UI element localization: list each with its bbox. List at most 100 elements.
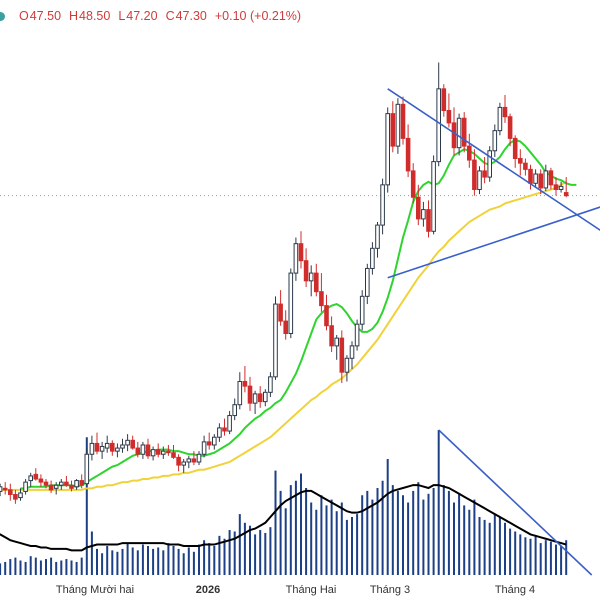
volume-bar [254,534,257,575]
candle-body [446,110,452,124]
candle-body [365,267,370,297]
candle-body [84,453,90,485]
volume-bar [366,490,369,575]
candle-body [329,325,334,347]
candle-body [145,444,151,457]
candle-body [69,484,74,489]
volume-bar [24,561,27,575]
candle-body [125,439,130,446]
volume-bar [141,544,144,575]
x-tick-label: 2026 [196,584,220,596]
volume-bar [177,548,180,575]
candle-body [155,449,161,455]
volume-bar [29,556,32,575]
candle-body [33,473,39,480]
volume-bar [417,482,420,575]
volume-bar [493,514,496,575]
trendline-upper [387,88,600,231]
volume-bar [447,490,450,575]
candle-body [538,173,544,189]
volume-bar [55,561,58,575]
close-label: C [165,9,175,23]
candle-body [528,168,533,184]
volume-bar [9,559,12,575]
candle-body [451,122,457,149]
candle-body [120,444,125,449]
candle-body [273,303,278,378]
volume-bar [14,557,17,575]
volume-bar [396,490,399,575]
volume-bar [208,543,211,575]
volume-bar [560,546,563,575]
candle-body [201,441,207,455]
candle-body [237,380,243,406]
volume-ma-line [0,484,567,552]
volume-bar [80,557,83,575]
candle-body [268,376,273,393]
volume-bar [136,550,139,575]
volume-bar [325,505,328,575]
candle-body [512,137,518,160]
candle-body [375,224,380,249]
volume-bar [356,514,359,575]
candle-body [507,116,513,139]
candle-body [467,145,472,161]
volume-bar [279,490,282,575]
candle-body [79,480,85,486]
volume-bar [167,543,170,575]
candle-body [472,159,477,190]
x-tick-label: Tháng Mười hai [56,584,134,596]
candle-body [94,442,100,452]
low-value: 47.20 [126,9,158,23]
volume-bar [106,546,109,575]
volume-bar [249,525,251,575]
volume-bar [45,559,47,575]
trendline-lower [387,206,600,279]
volume-bar [315,509,318,575]
candle-body [171,452,176,458]
volume-bar [192,551,195,575]
candle-body [135,447,141,455]
x-tick-label: Tháng Hai [286,584,337,596]
volume-bar [371,499,374,575]
candle-body [548,170,554,186]
candle-body [110,442,115,452]
candle-body [497,106,503,132]
candle-body [53,484,59,489]
candle-body [288,272,294,334]
candle-body [380,184,385,226]
candle-body [222,427,227,432]
volume-bar [223,538,226,575]
candle-body [99,446,105,452]
volume-bar [340,502,343,575]
candle-body [349,345,355,359]
candle-body [359,295,365,325]
candle-body [563,192,569,197]
volume-bar [488,522,491,575]
volume-bar [524,537,527,575]
volume-bar [187,547,190,575]
volume-bar [509,528,512,575]
low-label: L [118,9,126,23]
candle-body [385,113,390,186]
candle-body [431,161,436,232]
candle-body [502,106,508,118]
candle-body [28,475,33,482]
candle-body [186,458,192,463]
volume-bar [453,502,455,575]
volume-bar [529,538,532,575]
candle-body [166,450,171,454]
volume-bar [264,532,267,575]
candle-body [38,478,44,483]
volume-bar [289,485,292,575]
ma-slow-line [0,180,567,491]
volume-bar [555,544,557,575]
volume-bar [534,535,537,575]
candle-body [405,137,411,172]
high-value: 48.50 [79,9,111,23]
candle-body [206,441,212,446]
candle-body [48,484,54,491]
volume-bar [305,488,308,575]
candle-body [354,323,360,347]
